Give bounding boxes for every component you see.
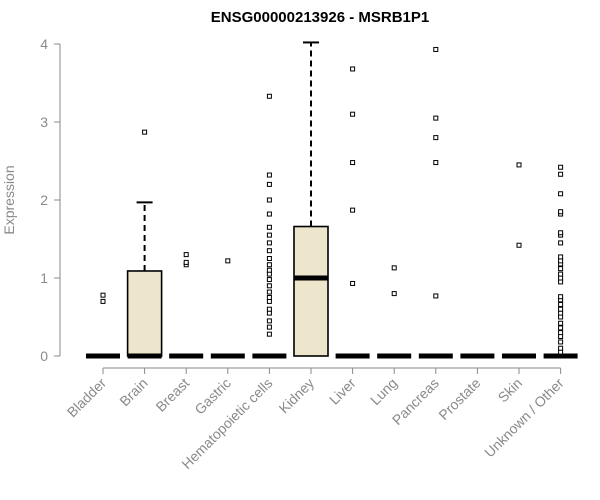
outlier-point xyxy=(391,291,397,297)
outlier-point xyxy=(266,262,272,268)
box-group xyxy=(252,93,287,359)
outlier-point xyxy=(433,135,439,141)
box-group xyxy=(169,252,204,359)
outlier-point xyxy=(266,232,272,238)
x-tick-label: Brain xyxy=(116,375,150,409)
box-group xyxy=(377,265,412,359)
outlier-point xyxy=(266,224,272,230)
y-tick-label: 2 xyxy=(40,192,48,208)
box-group xyxy=(86,292,120,359)
x-tick-label: Unknown / Other xyxy=(481,375,567,461)
outlier-point xyxy=(558,254,564,260)
outlier-point xyxy=(558,306,564,312)
y-axis-label: Expression xyxy=(1,165,17,234)
outlier-point xyxy=(558,171,564,177)
outlier-point xyxy=(558,320,564,326)
outlier-point xyxy=(558,266,564,272)
outlier-point xyxy=(266,277,272,283)
x-tick-label: Liver xyxy=(326,375,359,408)
outlier-point xyxy=(350,66,356,72)
box-group xyxy=(502,162,536,359)
outlier-point xyxy=(100,292,106,298)
outlier-point xyxy=(558,339,564,345)
outlier-point xyxy=(558,330,564,336)
box-group xyxy=(543,164,578,359)
box-group xyxy=(418,46,453,359)
outlier-point xyxy=(266,283,272,289)
outlier-point xyxy=(433,293,439,299)
x-tick-label: Prostate xyxy=(435,375,483,423)
box-group xyxy=(293,41,329,357)
x-tick-label: Bladder xyxy=(64,375,110,421)
outlier-point xyxy=(558,302,564,308)
outlier-point xyxy=(100,298,106,304)
box-group xyxy=(335,66,370,359)
outlier-point xyxy=(558,240,564,246)
outlier-point xyxy=(558,271,564,277)
box-body xyxy=(126,270,163,357)
outlier-point xyxy=(266,93,272,99)
outlier-point xyxy=(558,230,564,236)
outlier-point xyxy=(266,318,272,324)
x-tick-label: Breast xyxy=(152,375,192,415)
outlier-point xyxy=(350,280,356,286)
outlier-point xyxy=(266,181,272,187)
outlier-point xyxy=(266,331,272,337)
outlier-point xyxy=(558,209,564,215)
box-group xyxy=(126,129,163,359)
outlier-point xyxy=(266,267,272,273)
outlier-point xyxy=(558,294,564,300)
outlier-point xyxy=(266,248,272,254)
outlier-point xyxy=(558,345,564,351)
y-tick-label: 0 xyxy=(40,348,48,364)
outlier-point xyxy=(350,160,356,166)
outlier-point xyxy=(266,256,272,261)
y-tick-label: 1 xyxy=(40,270,48,286)
outlier-point xyxy=(266,172,272,178)
box-group xyxy=(210,258,245,359)
outlier-point xyxy=(433,115,439,121)
outlier-point xyxy=(391,265,397,271)
outlier-point xyxy=(266,324,272,330)
box-series xyxy=(86,41,578,359)
outlier-point xyxy=(433,160,439,166)
outlier-point xyxy=(266,240,272,246)
y-tick-label: 4 xyxy=(40,36,48,52)
outlier-point xyxy=(142,129,148,135)
outlier-point xyxy=(266,197,272,203)
box-body xyxy=(293,225,329,357)
outlier-point xyxy=(558,164,564,170)
outlier-point xyxy=(433,46,439,52)
outlier-point xyxy=(225,258,231,264)
y-tick-label: 3 xyxy=(40,114,48,130)
outlier-point xyxy=(350,207,356,213)
outlier-point xyxy=(558,325,564,331)
outlier-point xyxy=(183,252,189,258)
outlier-point xyxy=(558,191,564,197)
x-tick-label: Kidney xyxy=(276,375,318,417)
outlier-point xyxy=(266,211,272,217)
outlier-point xyxy=(516,242,522,248)
outlier-point xyxy=(516,162,522,168)
outlier-point xyxy=(266,295,272,300)
outlier-point xyxy=(183,259,189,265)
outlier-point xyxy=(266,306,272,312)
x-tick-label: Lung xyxy=(367,375,400,408)
outlier-point xyxy=(266,289,272,295)
outlier-point xyxy=(350,111,356,117)
chart-title: ENSG00000213926 - MSRB1P1 xyxy=(211,9,429,26)
y-axis: 0 1 2 3 4 xyxy=(40,36,61,364)
x-tick-label: Skin xyxy=(495,375,526,406)
